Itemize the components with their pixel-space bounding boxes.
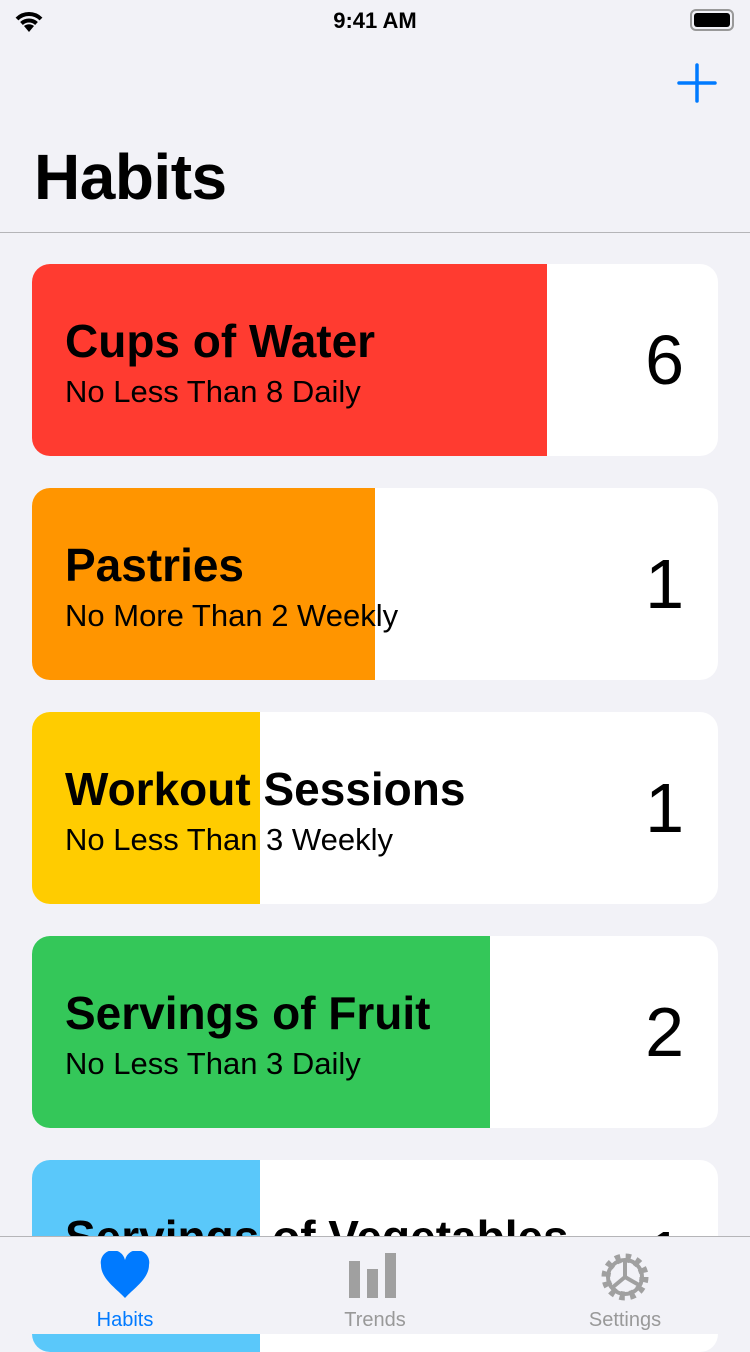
gear-icon xyxy=(601,1253,649,1301)
status-bar: 9:41 AM xyxy=(0,0,750,40)
habit-count: 1 xyxy=(645,769,684,847)
add-habit-button[interactable] xyxy=(676,62,718,104)
habit-goal: No Less Than 3 Weekly xyxy=(65,822,393,857)
status-time: 9:41 AM xyxy=(333,8,417,33)
tab-label: Habits xyxy=(96,1309,154,1331)
tab-habits[interactable]: Habits xyxy=(0,1237,250,1335)
habit-card[interactable]: Workout Sessions No Less Than 3 Weekly 1 xyxy=(32,712,718,904)
heart-icon xyxy=(100,1251,150,1298)
habit-progress-fill xyxy=(32,264,547,456)
habit-count: 1 xyxy=(645,545,684,623)
habit-card[interactable]: Servings of Fruit No Less Than 3 Daily 2 xyxy=(32,936,718,1128)
habit-goal: No Less Than 8 Daily xyxy=(65,374,361,409)
page-title: Habits xyxy=(34,141,227,213)
habit-count: 2 xyxy=(645,993,684,1071)
habit-count: 6 xyxy=(645,321,684,399)
battery-icon xyxy=(690,9,734,31)
habit-title: Cups of Water xyxy=(65,315,376,367)
tab-trends[interactable]: Trends xyxy=(250,1237,500,1335)
habit-goal: No Less Than 3 Daily xyxy=(65,1046,361,1081)
tab-label: Settings xyxy=(588,1309,662,1331)
bar-chart-icon xyxy=(349,1253,396,1298)
habit-goal: No More Than 2 Weekly xyxy=(65,598,399,633)
tab-label: Trends xyxy=(344,1309,406,1331)
wifi-icon xyxy=(15,12,43,32)
habit-progress-fill xyxy=(32,488,375,680)
habit-title: Pastries xyxy=(65,539,245,591)
habit-card[interactable]: Cups of Water No Less Than 8 Daily 6 xyxy=(32,264,718,456)
tab-bar: Habits Trends Settings xyxy=(0,1236,750,1334)
header-divider xyxy=(0,232,750,233)
habit-title: Workout Sessions xyxy=(65,763,466,815)
habit-progress-fill xyxy=(32,936,490,1128)
habit-progress-fill xyxy=(32,712,261,904)
habit-card[interactable]: Pastries No More Than 2 Weekly 1 xyxy=(32,488,718,680)
habit-title: Servings of Fruit xyxy=(65,987,431,1039)
tab-settings[interactable]: Settings xyxy=(500,1237,750,1335)
